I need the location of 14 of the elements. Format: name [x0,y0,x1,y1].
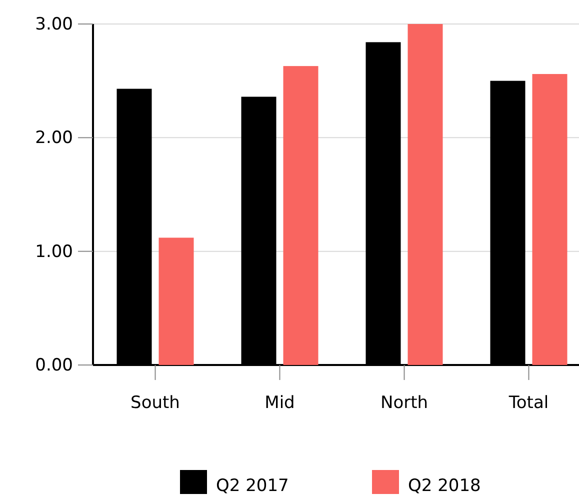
x-tick-label: Total [508,393,549,413]
legend-label: Q2 2017 [216,476,289,496]
y-tick-label: 3.00 [35,14,73,34]
y-tick-label: 0.00 [35,355,73,376]
x-tick-label: Mid [264,393,295,413]
bar [158,238,194,365]
bar [532,74,568,365]
y-tick-label: 2.00 [35,128,73,148]
x-tick-label: North [380,393,428,413]
legend-label: Q2 2018 [408,476,481,496]
x-tick-label: South [130,393,180,413]
bar [283,66,318,365]
y-tick-label: 1.00 [35,242,73,262]
bar [408,24,443,365]
